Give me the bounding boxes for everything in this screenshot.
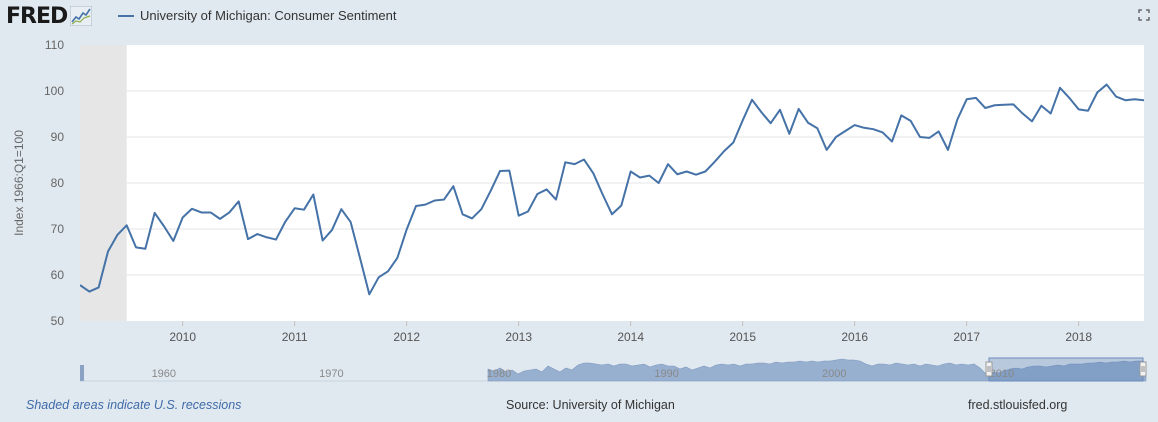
gridlines — [80, 90, 1144, 276]
range-navigator[interactable]: 1960 1970 1980 1990 2000 2010 — [80, 357, 1147, 382]
navigator-label: 2000 — [822, 368, 846, 380]
x-tick-label: 2011 — [282, 330, 308, 344]
y-tick-label: 90 — [51, 130, 65, 144]
navigator-label: 1980 — [487, 368, 511, 380]
navigator-label: 2010 — [990, 368, 1014, 380]
navigator-label: 1990 — [654, 368, 678, 380]
chart-header: FRED University of Michigan: Consumer Se… — [0, 0, 1158, 34]
x-tick-label: 2016 — [841, 330, 868, 344]
x-tick-label: 2013 — [505, 330, 532, 344]
x-tick-label: 2015 — [729, 330, 756, 344]
series-line — [80, 83, 1144, 296]
chart-legend: University of Michigan: Consumer Sentime… — [118, 8, 397, 23]
y-axis-label: Index 1966:Q1=100 — [12, 130, 26, 236]
navigator-history-area — [487, 358, 1147, 382]
site-url[interactable]: fred.stlouisfed.org — [968, 398, 1068, 412]
recession-note-link[interactable]: Shaded areas indicate U.S. recessions — [26, 398, 242, 412]
y-tick-label: 100 — [44, 84, 64, 98]
series-group — [80, 83, 1144, 296]
x-tick-label: 2012 — [393, 330, 420, 344]
navigator-labels: 1960 1970 1980 1990 2000 2010 — [152, 368, 1015, 380]
y-tick-label: 60 — [51, 268, 65, 282]
x-tick-labels: 2010 2011 2012 2013 2014 2015 2016 2017 2018 — [169, 321, 1092, 344]
legend-swatch — [118, 14, 134, 17]
source-text: Source: University of Michigan — [506, 398, 675, 412]
fred-logo-text: FRED — [6, 3, 68, 29]
drag-handle-icon[interactable] — [985, 361, 993, 377]
y-tick-label: 70 — [51, 222, 65, 236]
drag-handle-icon[interactable] — [1139, 361, 1147, 377]
line-chart-icon — [70, 6, 93, 26]
navigator-early-segment — [80, 365, 84, 381]
y-tick-label: 50 — [51, 314, 65, 328]
x-tick-label: 2017 — [953, 330, 980, 344]
fred-logo[interactable]: FRED — [6, 3, 93, 29]
y-tick-labels: 50 60 70 80 90 100 110 — [44, 38, 64, 328]
navigator-label: 1970 — [319, 368, 343, 380]
y-tick-label: 110 — [45, 38, 64, 52]
legend-label: University of Michigan: Consumer Sentime… — [140, 8, 397, 23]
x-tick-label: 2014 — [617, 330, 644, 344]
y-tick-label: 80 — [51, 176, 65, 190]
x-tick-label: 2018 — [1065, 330, 1092, 344]
x-tick-label: 2010 — [169, 330, 196, 344]
navigator-label: 1960 — [152, 368, 176, 380]
fullscreen-icon[interactable] — [1138, 9, 1150, 21]
